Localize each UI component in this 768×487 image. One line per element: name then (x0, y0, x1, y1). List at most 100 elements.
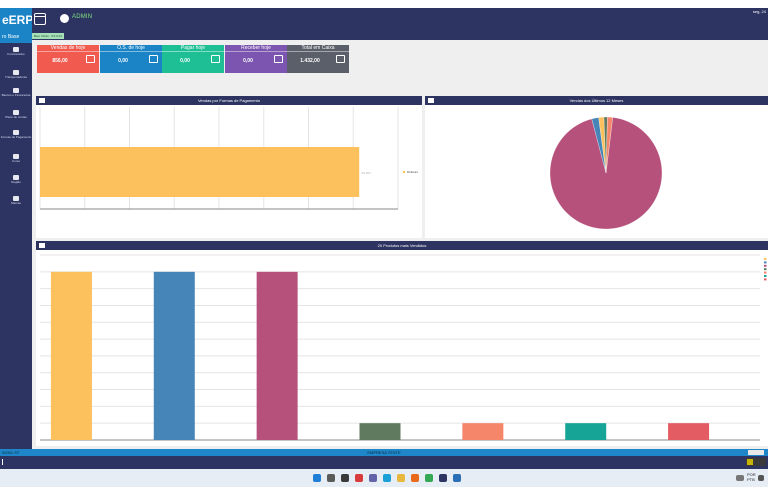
legend-swatch[interactable] (764, 268, 767, 271)
sidebar-item-label: Formas de Pagamento (0, 135, 32, 139)
chrome-icon[interactable] (425, 474, 433, 482)
status-indicator (748, 450, 764, 455)
top-strip (0, 0, 768, 8)
payment-icon (13, 130, 19, 135)
tray-lang-line1: POR (747, 472, 756, 477)
legend-swatch[interactable] (764, 278, 767, 281)
pie-slice[interactable] (605, 116, 613, 174)
card-value: 0,00 (180, 58, 190, 64)
pie-slice[interactable] (549, 117, 663, 230)
register-icon (336, 55, 345, 63)
card-value: 856,00 (52, 58, 68, 64)
bar[interactable] (153, 271, 195, 440)
teams-icon[interactable] (369, 474, 377, 482)
sub-header (32, 32, 768, 40)
bar[interactable] (462, 423, 504, 440)
products-chart (40, 254, 767, 441)
payment-panel: R$ 856 Dinheiro (36, 105, 422, 238)
card-title: Receber hoje (225, 45, 287, 52)
user-avatar-icon[interactable] (60, 14, 69, 23)
summary-card[interactable]: Pagar hoje 0,00 (162, 45, 224, 73)
legend-swatch[interactable] (764, 258, 767, 260)
legend-swatch[interactable] (764, 261, 767, 264)
monthly-panel-header: Vendas dos Últimos 12 Meses (425, 96, 768, 105)
bar-chart-icon (39, 98, 45, 103)
sidebar-item[interactable]: Bancos e Financeiras (0, 88, 32, 98)
bottom-bar (0, 456, 768, 469)
user-name[interactable]: ADMIN (72, 14, 93, 20)
welcome-badge: Bem Vindo : 3.5.0.04 (32, 33, 64, 39)
summary-card[interactable]: Total em Caixa 1.432,00 (287, 45, 349, 73)
top-header (0, 8, 768, 32)
edge-icon[interactable] (383, 474, 391, 482)
users-icon (13, 47, 19, 52)
sidebar-item[interactable]: Plano de contas (0, 110, 32, 120)
bank-icon (13, 88, 19, 93)
sidebar-item[interactable]: Transportadoras (0, 70, 32, 80)
task-view-icon[interactable] (341, 474, 349, 482)
sidebar-item-label: Cores (11, 159, 20, 163)
card-value: 1.432,00 (300, 58, 320, 64)
sidebar-item[interactable]: Funcionários (0, 47, 32, 57)
user-badge[interactable] (746, 458, 766, 466)
money-out-icon (211, 55, 220, 63)
calendar-icon[interactable] (34, 13, 46, 25)
tray-arrow-icon[interactable] (736, 475, 744, 481)
erp-icon[interactable] (439, 474, 447, 482)
list-icon (13, 110, 19, 115)
payment-panel-header: Vendas por Formas de Pagamento (36, 96, 422, 105)
legend-swatch[interactable] (764, 264, 767, 267)
tag-icon (13, 196, 19, 201)
pie-chart-icon (39, 243, 45, 248)
card-value: 0,00 (243, 58, 253, 64)
document-icon (149, 55, 158, 63)
tray-lang-line2: PTB (747, 476, 755, 482)
bar[interactable] (50, 271, 92, 440)
sidebar-item[interactable]: Região (0, 175, 32, 185)
sidebar-item-label: Plano de contas (5, 115, 27, 119)
sidebar-item-label: Bancos e Financeiras (1, 93, 31, 97)
card-title: Vendas de hoje (37, 45, 99, 52)
legend-swatch (402, 170, 406, 174)
app-logo[interactable]: eERP (0, 8, 32, 32)
summary-card[interactable]: Receber hoje 0,00 (225, 45, 287, 73)
bar[interactable] (359, 423, 401, 440)
logout-icon[interactable] (2, 459, 6, 465)
card-title: O.S. de hoje (100, 45, 162, 52)
summary-card[interactable]: O.S. de hoje 0,00 (100, 45, 162, 73)
card-title: Total em Caixa (287, 45, 349, 52)
payment-chart: R$ 856 Dinheiro (39, 107, 419, 210)
speaker-icon[interactable] (758, 475, 764, 481)
sidebar-item[interactable]: Cores (0, 154, 32, 164)
summary-card[interactable]: Vendas de hoje 856,00 (37, 45, 99, 73)
truck-icon (13, 70, 19, 75)
sidebar-item-label: Transportadoras (5, 75, 27, 79)
products-panel (36, 250, 768, 446)
bar[interactable] (256, 271, 298, 440)
status-left: 00001 ST (2, 450, 20, 455)
status-bar: 00001 ST EMPRESA TESTE (0, 449, 768, 456)
store-icon[interactable] (453, 474, 461, 482)
media-icon[interactable] (411, 474, 419, 482)
sidebar-item-label: Marcas (11, 201, 21, 205)
tray-lang[interactable]: POR PTB (747, 472, 756, 482)
bar[interactable] (565, 423, 607, 440)
legend-swatch[interactable] (764, 275, 767, 277)
bar[interactable] (40, 147, 360, 197)
bar-chart-icon (428, 98, 434, 103)
legend-swatch[interactable] (764, 271, 767, 274)
monthly-panel (425, 105, 768, 238)
folder-icon[interactable] (397, 474, 405, 482)
bar[interactable] (668, 423, 710, 440)
app-icon[interactable] (355, 474, 363, 482)
legend-label[interactable]: Dinheiro (407, 170, 419, 174)
products-panel-title: 20 Produtos mais Vendidos (377, 243, 427, 248)
products-panel-header: 20 Produtos mais Vendidos (36, 241, 768, 250)
sidebar-item[interactable]: Marcas (0, 196, 32, 206)
bar-data-label: R$ 856 (361, 171, 371, 175)
windows-start-icon[interactable] (313, 474, 321, 482)
sidebar-item-label: Funcionários (7, 52, 25, 56)
search-icon[interactable] (327, 474, 335, 482)
sidebar-item[interactable]: Formas de Pagamento (0, 130, 32, 140)
